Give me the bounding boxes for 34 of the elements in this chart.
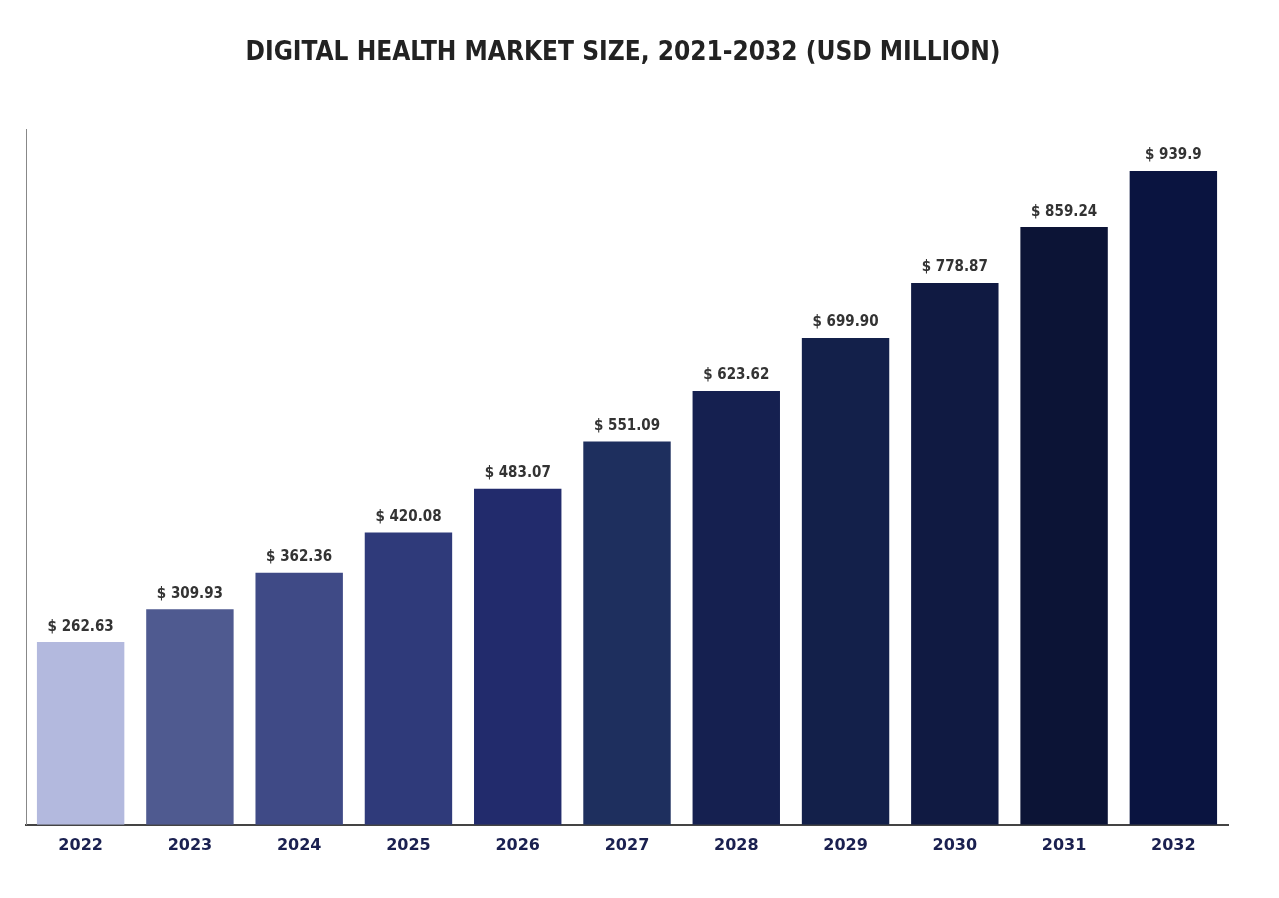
x-tick-label: 2030: [932, 834, 978, 854]
bar: [364, 532, 453, 825]
x-tick-label: 2024: [276, 834, 322, 854]
data-label: $ 362.36: [266, 547, 333, 566]
x-tick-label: 2028: [714, 834, 759, 854]
x-tick-label: 2031: [1041, 834, 1087, 854]
bar: [801, 337, 890, 825]
bar: [1129, 171, 1218, 825]
data-label: $ 939.9: [1144, 145, 1202, 164]
x-tick-label: 2026: [495, 834, 540, 854]
x-tick-label: 2022: [58, 834, 103, 854]
data-label: $ 699.90: [812, 312, 879, 331]
data-label: $ 778.87: [921, 257, 988, 276]
bar: [146, 609, 234, 825]
data-label: $ 483.07: [484, 463, 551, 482]
bar: [583, 441, 671, 825]
data-label: $ 309.93: [156, 583, 223, 602]
x-tick-label: 2023: [167, 834, 213, 854]
data-label: $ 262.63: [47, 616, 114, 635]
x-tick-label: 2032: [1151, 834, 1196, 854]
data-label: $ 859.24: [1031, 201, 1098, 220]
x-tick-label: 2025: [386, 834, 431, 854]
bar: [1020, 227, 1108, 825]
chart-title: DIGITAL HEALTH MARKET SIZE, 2021-2032 (USD MILLION): [245, 36, 1001, 67]
bar: [911, 283, 999, 825]
bar: [36, 642, 125, 825]
x-tick-label: 2027: [604, 834, 650, 854]
data-label: $ 420.08: [375, 506, 442, 525]
data-label: $ 551.09: [593, 415, 661, 434]
bar: [474, 488, 562, 825]
bar: [255, 572, 343, 825]
data-label: $ 623.62: [703, 365, 770, 384]
bar: [692, 391, 780, 825]
x-tick-label: 2029: [823, 834, 868, 854]
